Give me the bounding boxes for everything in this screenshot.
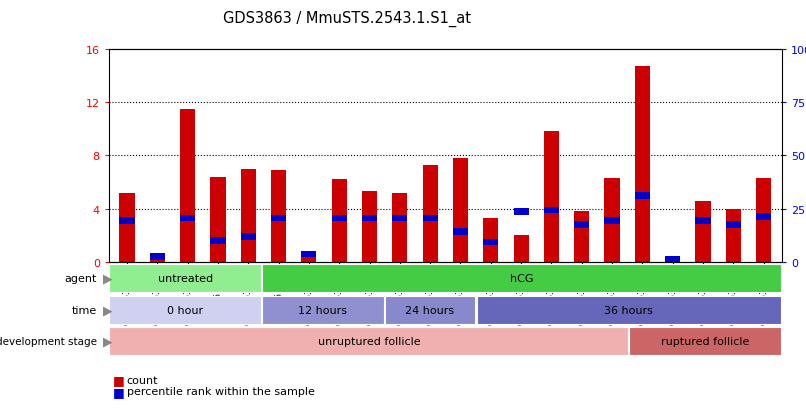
Bar (331, 180, 347, 262)
Bar (180, 215, 195, 222)
Bar (241, 169, 256, 262)
FancyBboxPatch shape (476, 296, 781, 324)
Bar (422, 215, 438, 222)
Bar (301, 251, 317, 258)
Bar (696, 201, 711, 262)
Bar (756, 178, 771, 262)
FancyBboxPatch shape (110, 296, 261, 324)
Text: ruptured follicle: ruptured follicle (661, 336, 750, 347)
Text: untreated: untreated (158, 273, 213, 284)
Text: hCG: hCG (510, 273, 534, 284)
Text: 12 hours: 12 hours (298, 305, 347, 315)
Bar (756, 214, 771, 221)
Bar (362, 215, 377, 222)
Bar (635, 192, 650, 199)
Bar (422, 165, 438, 262)
FancyBboxPatch shape (263, 265, 781, 292)
Text: percentile rank within the sample: percentile rank within the sample (127, 387, 314, 396)
Bar (574, 222, 589, 228)
Text: count: count (127, 375, 158, 385)
Bar (544, 132, 559, 262)
Bar (725, 209, 741, 262)
FancyBboxPatch shape (263, 296, 384, 324)
Bar (696, 218, 711, 224)
Bar (271, 171, 286, 262)
Text: ▶: ▶ (103, 272, 113, 285)
Bar (484, 218, 498, 262)
Text: ▶: ▶ (103, 335, 113, 348)
Bar (544, 207, 559, 214)
Bar (210, 237, 226, 244)
FancyBboxPatch shape (110, 328, 628, 355)
Bar (665, 256, 680, 263)
Bar (150, 253, 165, 262)
Bar (150, 254, 165, 260)
Bar (513, 236, 529, 262)
FancyBboxPatch shape (629, 328, 781, 355)
Text: 0 hour: 0 hour (167, 305, 203, 315)
Bar (513, 209, 529, 215)
Bar (393, 215, 407, 222)
Bar (604, 178, 620, 262)
Bar (301, 252, 317, 262)
Bar (331, 215, 347, 222)
Text: 36 hours: 36 hours (604, 305, 654, 315)
Bar (210, 177, 226, 262)
Text: unruptured follicle: unruptured follicle (318, 336, 420, 347)
Bar (119, 218, 135, 224)
Bar (484, 239, 498, 246)
Bar (271, 215, 286, 222)
Text: ■: ■ (113, 373, 125, 387)
Text: development stage: development stage (0, 336, 97, 347)
FancyBboxPatch shape (384, 296, 476, 324)
Text: agent: agent (64, 273, 97, 284)
FancyBboxPatch shape (110, 265, 261, 292)
Bar (665, 258, 680, 262)
Bar (604, 218, 620, 224)
Text: ▶: ▶ (103, 304, 113, 316)
Bar (180, 109, 195, 262)
Bar (635, 67, 650, 262)
Bar (393, 193, 407, 262)
Text: ■: ■ (113, 385, 125, 398)
Text: GDS3863 / MmuSTS.2543.1.S1_at: GDS3863 / MmuSTS.2543.1.S1_at (222, 10, 471, 26)
Text: 24 hours: 24 hours (405, 305, 455, 315)
Bar (453, 228, 468, 235)
Bar (453, 159, 468, 262)
Text: time: time (72, 305, 97, 315)
Bar (119, 193, 135, 262)
Bar (362, 192, 377, 262)
Bar (574, 212, 589, 262)
Bar (725, 222, 741, 228)
Bar (241, 234, 256, 240)
